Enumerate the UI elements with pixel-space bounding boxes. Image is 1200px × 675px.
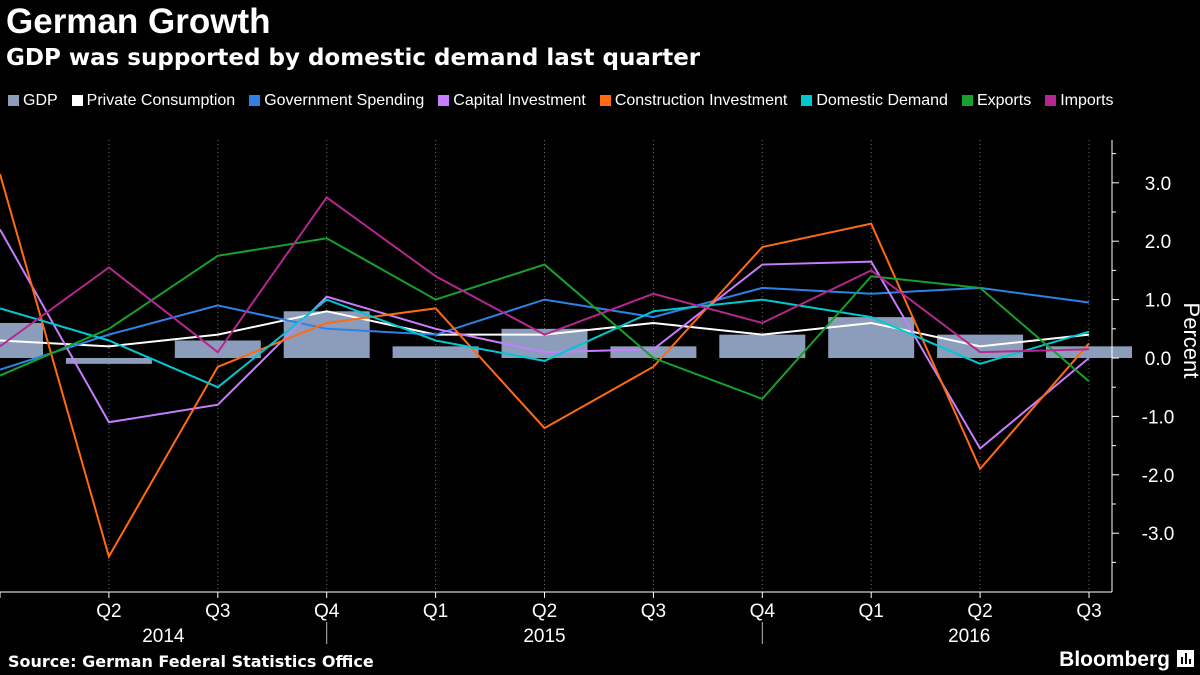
x-tick-label: Q2: [532, 601, 557, 622]
x-tick-label: Q4: [314, 601, 340, 622]
legend-swatch: [8, 95, 19, 106]
legend-swatch: [438, 95, 450, 106]
bloomberg-icon: [1177, 650, 1194, 667]
bar-gdp: [65, 358, 152, 364]
legend-label: Imports: [1060, 92, 1114, 109]
legend-label: Exports: [976, 92, 1032, 109]
bar-gdp: [1046, 346, 1132, 358]
year-label: 2015: [523, 626, 565, 647]
y-axis-label: Percent: [1179, 303, 1200, 379]
legend-swatch: [961, 95, 973, 106]
series-line-domestic-demand: [0, 298, 1090, 389]
legend-item-gdp: GDP: [8, 91, 58, 111]
brand-logo: Bloomberg: [1059, 648, 1170, 671]
bar-gdp: [501, 328, 588, 358]
y-tick-label: -3.0: [1142, 524, 1175, 545]
bar-gdp: [719, 334, 806, 358]
legend-swatch: [71, 95, 83, 106]
x-tick-label: Q2: [967, 601, 992, 622]
legend-label: Domestic Demand: [816, 92, 948, 109]
legend-item-exports: Exports: [961, 91, 1032, 111]
bar-gdp: [610, 346, 697, 358]
y-tick-label: -2.0: [1142, 466, 1175, 487]
x-tick-label: Q3: [205, 601, 230, 622]
series-line-imports: [0, 195, 1090, 354]
legend-item-domestic-demand: Domestic Demand: [801, 91, 948, 111]
chart-title: German Growth: [6, 2, 271, 41]
y-tick-label: 1.0: [1145, 291, 1171, 312]
x-tick-label: Q3: [1076, 601, 1101, 622]
legend-label: Private Consumption: [86, 92, 236, 109]
legend-item-capital-investment: Capital Investment: [438, 91, 586, 111]
legend-swatch: [801, 95, 813, 106]
legend-label: Government Spending: [264, 92, 425, 109]
legend-label: Construction Investment: [614, 92, 788, 109]
legend-label: GDP: [23, 92, 58, 109]
x-tick-label: Q1: [859, 601, 884, 622]
x-tick-label: Q4: [750, 601, 776, 622]
legend-label: Capital Investment: [453, 92, 586, 109]
x-tick-label: Q2: [96, 601, 121, 622]
y-tick-label: 2.0: [1145, 232, 1171, 253]
legend-item-construction-investment: Construction Investment: [599, 91, 788, 111]
year-label: 2014: [142, 626, 185, 647]
source-note: Source: German Federal Statistics Office: [8, 652, 374, 671]
legend-item-government-spending: Government Spending: [249, 91, 424, 111]
bar-gdp: [392, 346, 479, 358]
x-tick-label: Q3: [641, 601, 666, 622]
y-tick-label: 3.0: [1145, 174, 1171, 195]
x-tick-label: Q1: [423, 601, 448, 622]
y-tick-label: -1.0: [1142, 407, 1175, 428]
series-line-capital-investment: [0, 229, 1090, 451]
legend-swatch: [1045, 95, 1057, 106]
bar-gdp: [174, 340, 261, 358]
legend-item-imports: Imports: [1045, 91, 1114, 111]
series-line-exports: [0, 237, 1090, 401]
legend: GDP Private Consumption Government Spendin…: [8, 91, 1158, 111]
y-tick-label: 0.0: [1145, 349, 1171, 370]
series-line-government-spending: [0, 286, 1090, 371]
legend-swatch: [249, 95, 261, 106]
year-label: 2016: [948, 626, 990, 647]
legend-item-private-consumption: Private Consumption: [71, 91, 236, 111]
legend-swatch: [599, 95, 611, 106]
chart-subtitle: GDP was supported by domestic demand las…: [6, 45, 701, 71]
series-line-construction-investment: [0, 173, 1090, 560]
